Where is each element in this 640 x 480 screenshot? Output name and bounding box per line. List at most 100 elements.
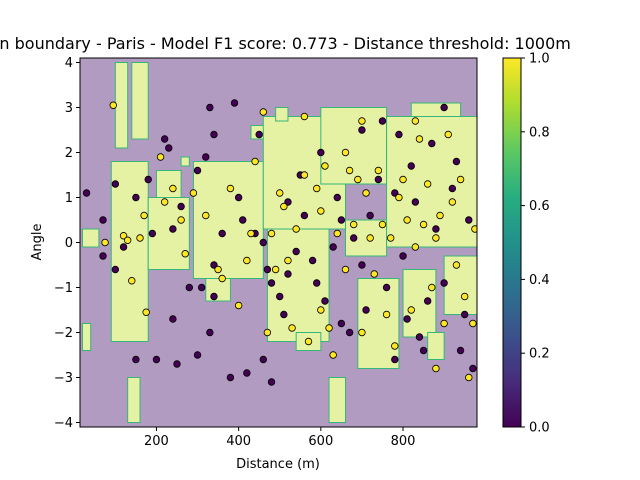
class-0-point — [448, 184, 457, 193]
class-1-point — [415, 135, 424, 143]
class-0-point — [382, 283, 391, 292]
class-1-point — [358, 117, 366, 125]
class-1-point — [169, 184, 177, 193]
class-1-point — [329, 351, 337, 359]
y-tick-label: 2 — [65, 146, 73, 161]
class-1-region — [427, 332, 445, 360]
class-1-point — [300, 112, 309, 121]
class-1-region — [443, 255, 477, 315]
class-0-point — [255, 130, 263, 139]
class-1-region — [155, 170, 182, 198]
class-1-region — [402, 269, 437, 338]
class-0-point — [345, 328, 354, 337]
class-1-region — [114, 62, 129, 149]
class-1-point — [181, 250, 189, 258]
class-0-point — [165, 144, 173, 152]
class-0-point — [202, 153, 210, 161]
class-1-point — [214, 265, 222, 274]
x-tick-label: 200 — [144, 434, 169, 449]
class-1-point — [226, 184, 235, 193]
x-tick-label: 800 — [391, 434, 416, 449]
class-0-point — [267, 378, 276, 386]
class-0-point — [378, 117, 387, 125]
class-1-region — [266, 228, 330, 342]
y-tick-label: 1 — [65, 191, 73, 206]
colorbar-tick-label: 0.2 — [529, 347, 550, 362]
class-1-point — [136, 234, 144, 242]
class-0-point — [395, 130, 403, 139]
class-0-point — [99, 252, 107, 260]
class-1-point — [460, 292, 469, 301]
class-1-point — [333, 229, 341, 238]
class-0-point — [132, 355, 140, 364]
class-0-point — [152, 355, 161, 364]
class-1-region — [192, 161, 264, 279]
class-1-point — [119, 232, 128, 240]
class-0-point — [226, 373, 235, 382]
class-0-point — [193, 166, 202, 175]
class-0-point — [144, 175, 152, 184]
class-0-point — [432, 225, 440, 233]
class-0-point — [415, 333, 424, 341]
class-0-point — [337, 216, 346, 224]
class-1-point — [300, 171, 309, 179]
class-0-point — [284, 198, 292, 206]
class-0-point — [419, 346, 428, 355]
class-0-point — [82, 189, 91, 197]
class-1-point — [280, 202, 288, 211]
class-1-point — [448, 198, 457, 206]
y-tick-label: −1 — [54, 281, 73, 296]
class-1-point — [471, 225, 477, 233]
class-1-region — [205, 278, 231, 302]
class-1-point — [177, 216, 185, 224]
class-0-point — [280, 310, 288, 319]
class-1-point — [101, 238, 109, 247]
class-0-point — [284, 270, 292, 278]
class-0-point — [428, 139, 436, 148]
class-1-point — [386, 234, 395, 242]
class-0-point — [210, 292, 218, 301]
class-1-point — [362, 189, 370, 197]
class-0-point — [99, 216, 107, 224]
chart-title: ion boundary - Paris - Model F1 score: 0… — [0, 34, 571, 53]
x-tick-label: 400 — [226, 434, 251, 449]
colorbar-gradient — [502, 57, 522, 428]
class-0-point — [267, 279, 276, 287]
class-0-point — [440, 103, 448, 112]
class-0-point — [239, 216, 247, 224]
class-0-point — [366, 211, 374, 220]
class-0-point — [300, 211, 309, 220]
class-1-points — [101, 101, 477, 382]
class-1-point — [423, 180, 432, 188]
class-0-point — [423, 297, 432, 305]
class-1-point — [325, 324, 333, 332]
class-1-region — [328, 377, 346, 423]
class-1-point — [243, 256, 251, 265]
colorbar-tick-label: 0.6 — [529, 199, 550, 214]
class-0-point — [292, 247, 300, 256]
class-0-point — [119, 243, 128, 251]
class-1-region — [410, 102, 462, 117]
class-1-point — [358, 328, 366, 337]
class-0-point — [148, 229, 157, 238]
class-0-point — [460, 310, 469, 319]
x-axis-ticks: 200 400 600 800 — [144, 427, 415, 449]
class-1-point — [109, 101, 117, 109]
class-1-point — [354, 175, 362, 184]
class-1-point — [263, 328, 272, 337]
class-0-point — [263, 265, 272, 274]
colorbar-tick-label: 1.0 — [529, 52, 550, 67]
class-1-region — [357, 278, 400, 369]
class-1-point — [128, 277, 136, 285]
class-0-point — [169, 225, 177, 233]
class-0-point — [193, 351, 202, 359]
class-1-point — [189, 189, 198, 197]
class-1-region — [127, 377, 141, 423]
colorbar-tick-label: 0.0 — [529, 421, 550, 436]
class-0-point — [132, 193, 140, 202]
class-0-point — [210, 261, 218, 269]
class-1-point — [444, 130, 452, 139]
class-0-points — [82, 99, 477, 386]
class-0-point — [321, 297, 329, 305]
class-0-point — [403, 315, 411, 323]
